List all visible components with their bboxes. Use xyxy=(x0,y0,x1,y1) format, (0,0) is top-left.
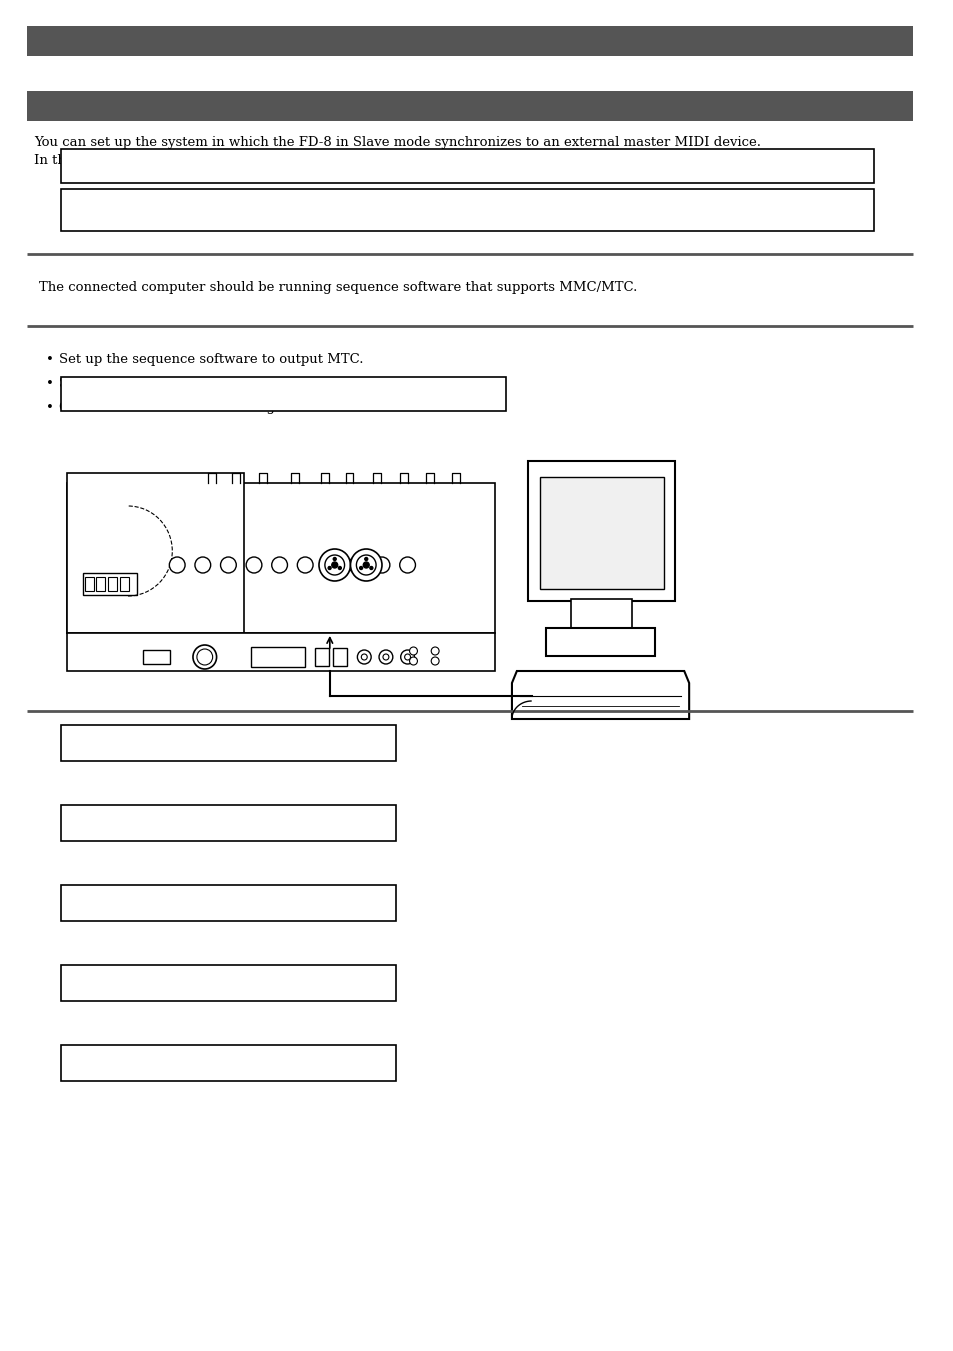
Bar xyxy=(67,484,495,634)
Circle shape xyxy=(378,650,393,663)
Circle shape xyxy=(318,549,350,581)
Circle shape xyxy=(356,555,375,576)
Circle shape xyxy=(328,566,331,570)
Circle shape xyxy=(272,557,287,573)
Circle shape xyxy=(400,650,414,663)
Bar xyxy=(67,634,495,671)
Circle shape xyxy=(338,566,341,570)
Circle shape xyxy=(333,558,335,561)
Circle shape xyxy=(196,648,213,665)
Circle shape xyxy=(370,566,373,570)
Circle shape xyxy=(194,557,211,573)
Circle shape xyxy=(297,557,313,573)
Circle shape xyxy=(404,654,410,661)
Circle shape xyxy=(374,557,390,573)
Bar xyxy=(61,149,873,182)
Circle shape xyxy=(193,644,216,669)
Bar xyxy=(571,598,632,631)
Text: The connected computer should be running sequence software that supports MMC/MTC: The connected computer should be running… xyxy=(39,281,638,295)
Bar xyxy=(61,725,395,761)
Text: You can set up the system in which the FD-8 in Slave mode synchronizes to an ext: You can set up the system in which the F… xyxy=(34,136,760,149)
Bar xyxy=(27,91,912,122)
Bar xyxy=(314,648,329,666)
Text: •: • xyxy=(47,377,54,390)
Bar xyxy=(61,189,873,231)
Bar xyxy=(61,1046,395,1081)
Bar xyxy=(27,26,912,55)
Bar xyxy=(61,377,505,411)
Bar xyxy=(251,647,305,667)
Circle shape xyxy=(363,562,369,567)
Circle shape xyxy=(220,557,236,573)
Bar xyxy=(61,965,395,1001)
Bar xyxy=(143,650,171,663)
Circle shape xyxy=(399,557,415,573)
Circle shape xyxy=(409,657,417,665)
Circle shape xyxy=(325,555,344,576)
Bar xyxy=(61,885,395,921)
Bar xyxy=(96,577,105,590)
Bar xyxy=(527,461,675,601)
Circle shape xyxy=(409,647,417,655)
Circle shape xyxy=(364,558,367,561)
Bar xyxy=(61,805,395,842)
Bar xyxy=(67,473,244,634)
Text: Check the start time of the song.: Check the start time of the song. xyxy=(59,401,279,413)
Text: •: • xyxy=(47,353,54,366)
Text: •: • xyxy=(47,401,54,413)
Bar xyxy=(85,577,93,590)
Bar xyxy=(546,628,654,657)
Circle shape xyxy=(246,557,262,573)
Circle shape xyxy=(361,654,367,661)
Circle shape xyxy=(322,557,338,573)
Bar xyxy=(83,573,136,594)
Bar xyxy=(109,577,117,590)
Bar xyxy=(539,477,663,589)
Bar xyxy=(120,577,129,590)
Text: In this example, a master device is a computer running sequence software.: In this example, a master device is a co… xyxy=(34,154,538,168)
Circle shape xyxy=(431,647,438,655)
Circle shape xyxy=(357,650,371,663)
Circle shape xyxy=(348,557,364,573)
Circle shape xyxy=(382,654,389,661)
Text: Set a frame rate of MTC.: Set a frame rate of MTC. xyxy=(59,377,226,390)
Bar xyxy=(333,648,346,666)
Circle shape xyxy=(431,657,438,665)
Circle shape xyxy=(170,557,185,573)
Polygon shape xyxy=(512,671,688,719)
Circle shape xyxy=(359,566,362,570)
Circle shape xyxy=(332,562,337,567)
Circle shape xyxy=(350,549,381,581)
Text: Set up the sequence software to output MTC.: Set up the sequence software to output M… xyxy=(59,353,363,366)
